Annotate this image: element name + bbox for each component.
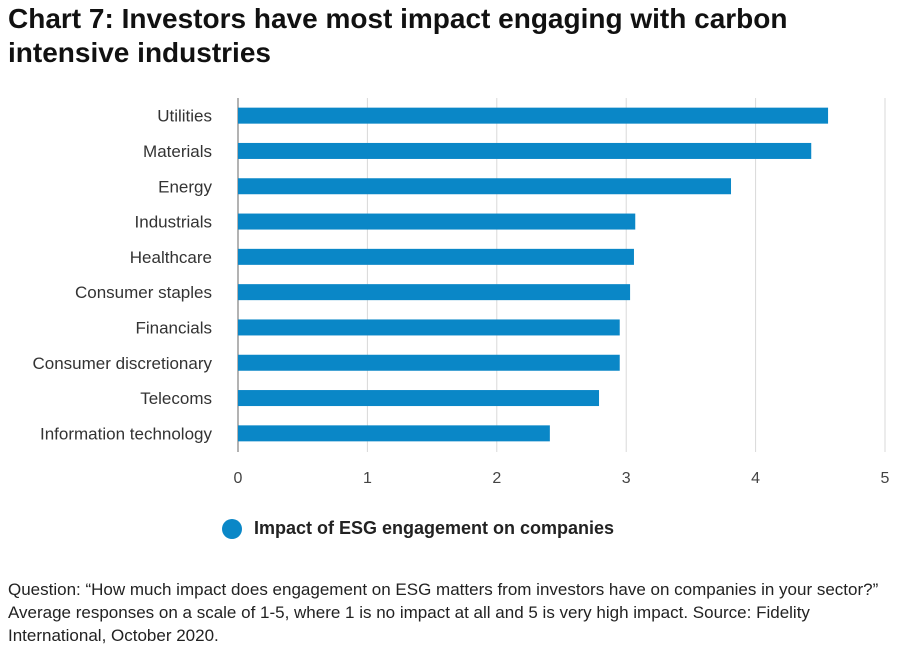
chart-note: Question: “How much impact does engageme… [8, 580, 879, 645]
bar [238, 248, 634, 265]
legend: Impact of ESG engagement on companies [222, 518, 614, 539]
category-label: Materials [143, 142, 212, 161]
bar [238, 178, 732, 195]
bar [238, 107, 829, 124]
bar [238, 390, 600, 407]
x-tick-labels: 0 1 2 3 4 5 [234, 470, 890, 487]
category-label: Healthcare [130, 248, 212, 267]
x-tick-label: 1 [363, 470, 372, 487]
x-tick-label: 2 [492, 470, 501, 487]
bar [238, 284, 631, 301]
category-label: Financials [135, 318, 212, 337]
legend-marker-icon [222, 518, 242, 539]
category-labels: Utilities Materials Energy Industrials Healt… [32, 107, 212, 444]
category-label: Energy [158, 177, 212, 196]
bar [238, 142, 812, 159]
chart-title: Chart 7: Investors have most impact enga… [8, 3, 788, 68]
bar [238, 425, 550, 442]
x-tick-label: 3 [622, 470, 631, 487]
x-tick-label: 0 [234, 470, 243, 487]
bars [238, 107, 829, 442]
bar [238, 213, 636, 230]
bar [238, 319, 620, 336]
category-label: Information technology [40, 424, 212, 443]
category-label: Consumer staples [75, 283, 212, 302]
category-label: Telecoms [140, 389, 212, 408]
bar-chart: Utilities Materials Energy Industrials Healt… [32, 98, 890, 487]
category-label: Industrials [135, 213, 212, 232]
bar [238, 354, 620, 371]
category-label: Utilities [157, 107, 212, 126]
x-tick-label: 4 [751, 470, 760, 487]
x-tick-label: 5 [881, 470, 890, 487]
category-label: Consumer discretionary [32, 354, 212, 373]
legend-label: Impact of ESG engagement on companies [254, 518, 615, 538]
